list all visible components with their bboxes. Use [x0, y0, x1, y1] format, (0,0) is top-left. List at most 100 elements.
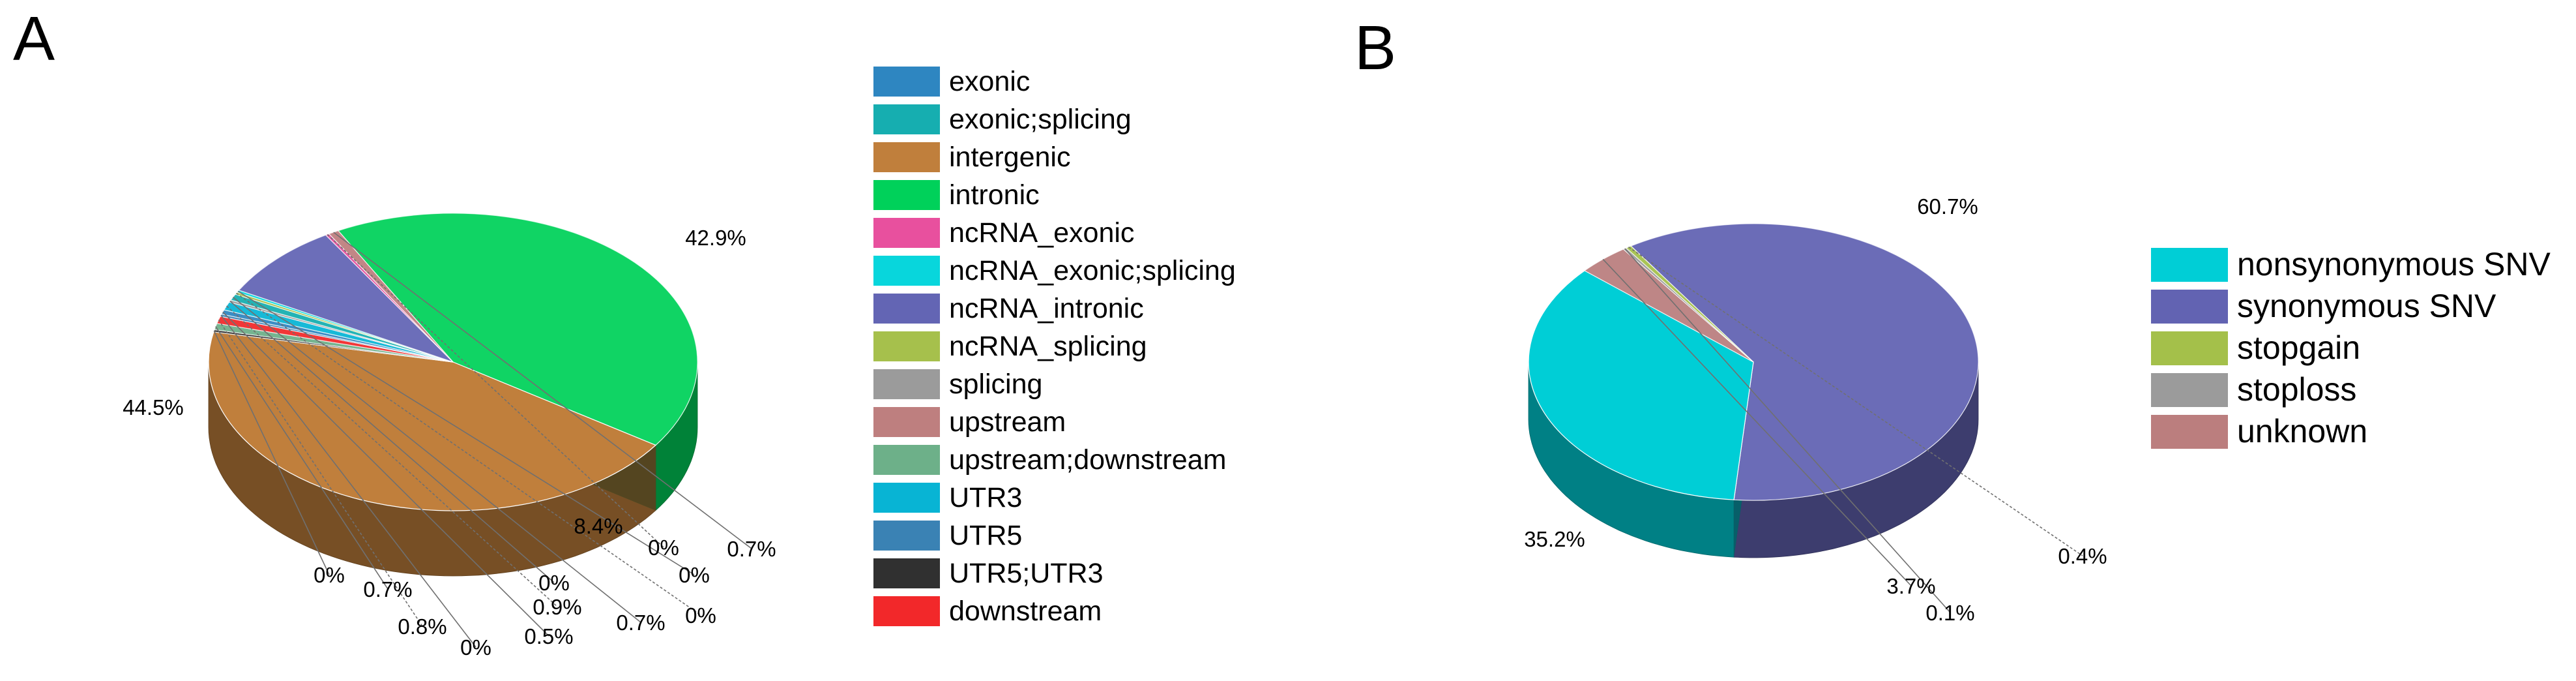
pie-a-label-downstream: 0.8% [398, 614, 446, 639]
pie-a-leader-upstream [333, 232, 752, 549]
pie-a-label-ncrna-intronic: 8.4% [574, 514, 622, 538]
pie-a-label-intronic: 42.9% [685, 226, 746, 250]
legend-a-label-ncrna-intronic: ncRNA_intronic [949, 293, 1144, 324]
legend-b-swatch-stopgain [2151, 331, 2228, 365]
legend-b-label-synonymous-snv: synonymous SNV [2237, 288, 2496, 324]
pie-a-label-utr5: 0% [460, 635, 491, 659]
pie-b-top [1528, 223, 1979, 501]
pie-b-label-nonsynonymous-snv: 35.2% [1524, 527, 1585, 551]
pie-b-label-unknown: 3.7% [1886, 574, 1935, 598]
pie-b-label-stopgain: 0.4% [2058, 544, 2107, 568]
legend-a-swatch-intronic [873, 180, 940, 210]
pie-a-slice-ncrna-intronic [238, 234, 454, 363]
pie-a-slice-upstream [328, 230, 454, 363]
pie-a-label-utr3: 0.9% [533, 595, 581, 619]
legend-b-swatch-nonsynonymous-snv [2151, 248, 2228, 282]
pie-b-slice-labels: 60.7% 35.2% 3.7% 0.1% 0.4% [1524, 194, 2107, 625]
pie-a-slice-sheen-intronic [338, 213, 698, 446]
pie-b-leader-stoploss [1624, 248, 1951, 613]
pie-a-label-ncrna-splicing: 0% [685, 603, 716, 628]
pie-a-leader-utr5 [220, 314, 476, 648]
pie-chart-a [208, 213, 698, 577]
pie-b-label-synonymous-snv: 60.7% [1917, 194, 1978, 219]
pie-a-leader-exonic-splicing [233, 296, 641, 623]
pie-b-slice-sheen-synonymous-snv [1631, 223, 1979, 500]
pie-a-leader-utr5-utr3 [213, 330, 330, 575]
pie-a-leader-upstream-downstream [215, 326, 388, 590]
pie-a-leader-exonic [222, 311, 549, 637]
legend-a-label-exonic: exonic [949, 66, 1030, 97]
legend-a-label-splicing: splicing [949, 369, 1042, 400]
pie-b-slice-sheen-stoploss [1623, 248, 1753, 362]
pie-a-label-upstream: 0.7% [727, 537, 776, 561]
pie-a-label-exonic: 0.5% [524, 624, 573, 648]
panel-letter-a: A [13, 4, 55, 74]
panel-letter-b: B [1354, 13, 1396, 83]
legend-a-swatch-ncrna-intronic [873, 294, 940, 324]
pie-a-leader-ncrna-exonic-splicing [237, 290, 695, 575]
legend-b-label-stoploss: stoploss [2237, 371, 2356, 408]
legend-a-swatch-ncrna-exonic [873, 218, 940, 248]
pie-a-slice-sheen-upstream [329, 230, 453, 362]
legend-a-swatch-ncrna-exonic-splicing [873, 256, 940, 286]
pie-b-slice-synonymous-snv [1630, 223, 1979, 501]
legend-a-label-upstream-downstream: upstream;downstream [949, 444, 1226, 476]
pie-b-slice-stopgain [1625, 245, 1754, 363]
pie-a-slice-intronic [337, 213, 698, 446]
pie-a-label-ncrna-exonic-splicing: 0% [679, 563, 710, 587]
legend-b-swatch-unknown [2151, 415, 2228, 449]
legend-b-label-stopgain: stopgain [2237, 329, 2360, 366]
pie-b-leader-lines [1602, 247, 2083, 613]
legend-a-swatch-utr5 [873, 521, 940, 551]
legend-a-label-exonic-splicing: exonic;splicing [949, 104, 1132, 135]
legend-b-swatch-synonymous-snv [2151, 290, 2228, 324]
pie-a-leader-downstream [218, 319, 423, 627]
legend-a-swatch-splicing [873, 369, 940, 399]
legend-a-swatch-downstream [873, 596, 940, 626]
pie-b-leader-unknown [1602, 258, 1912, 586]
pie-a-label-upstream-downstream: 0.7% [363, 577, 412, 601]
pie-a-label-ncrna-exonic: 0% [648, 536, 679, 560]
legend-a-swatch-exonic [873, 67, 940, 97]
legend-a-label-ncrna-exonic-splicing: ncRNA_exonic;splicing [949, 255, 1236, 286]
legend-a-swatch-utr3 [873, 483, 940, 513]
legend-a-swatch-upstream [873, 407, 940, 437]
legend-a-swatch-utr5-utr3 [873, 558, 940, 588]
pie-a-leader-utr3 [226, 305, 558, 607]
legend-a-label-ncrna-splicing: ncRNA_splicing [949, 331, 1147, 362]
legend-a-swatch-ncrna-splicing [873, 331, 940, 361]
pie-a-slice-sheen-ncrna-intronic [239, 235, 453, 362]
pie-a-leader-splicing [229, 300, 555, 583]
pie-a-label-intergenic: 44.5% [123, 395, 184, 419]
legend-a-label-utr3: UTR3 [949, 482, 1022, 513]
pie-a-label-exonic-splicing: 0.7% [616, 611, 665, 635]
pie-b-slice-nonsynonymous-snv [1528, 270, 1754, 500]
pie-b-slice-sheen-stopgain [1626, 246, 1753, 362]
legend-a: exonic exonic;splicing intergenic intronic n… [873, 66, 1236, 627]
legend-a-label-ncrna-exonic: ncRNA_exonic [949, 217, 1134, 249]
pie-a-leader-lines [213, 232, 752, 648]
pie-a-slice-intergenic [208, 331, 657, 511]
legend-b-label-nonsynonymous-snv: nonsynonymous SNV [2237, 246, 2551, 282]
pie-a-slice-sheen-ncrna-exonic [325, 234, 453, 362]
pie-b-slice-sheen-unknown [1585, 249, 1753, 362]
legend-a-swatch-intergenic [873, 142, 940, 172]
pie-chart-b [1528, 223, 1979, 558]
legend-a-label-upstream: upstream [949, 406, 1066, 438]
legend-b-label-unknown: unknown [2237, 413, 2367, 449]
pie-a-leader-ncrna-exonic [327, 234, 664, 548]
pie-a-leader-ncrna-splicing [236, 292, 701, 616]
legend-a-label-intronic: intronic [949, 179, 1040, 211]
legend-a-label-intergenic: intergenic [949, 142, 1070, 173]
pie-b-label-stoploss: 0.1% [1925, 601, 1974, 625]
pie-a-label-splicing: 0% [538, 571, 570, 595]
pie-a-slice-labels: 42.9%44.5%0%0.7%0.8%0% 0.5%0.9%0%0.7% 0%0%… [123, 226, 776, 659]
legend-a-label-utr5: UTR5 [949, 520, 1022, 551]
legend-b: nonsynonymous SNV synonymous SNV stopgain s… [2151, 246, 2551, 449]
legend-b-swatch-stoploss [2151, 373, 2228, 407]
legend-a-swatch-upstream-downstream [873, 445, 940, 475]
legend-a-swatch-exonic-splicing [873, 104, 940, 134]
legend-a-label-utr5-utr3: UTR5;UTR3 [949, 558, 1104, 589]
pie-a-label-utr5-utr3: 0% [314, 563, 345, 587]
